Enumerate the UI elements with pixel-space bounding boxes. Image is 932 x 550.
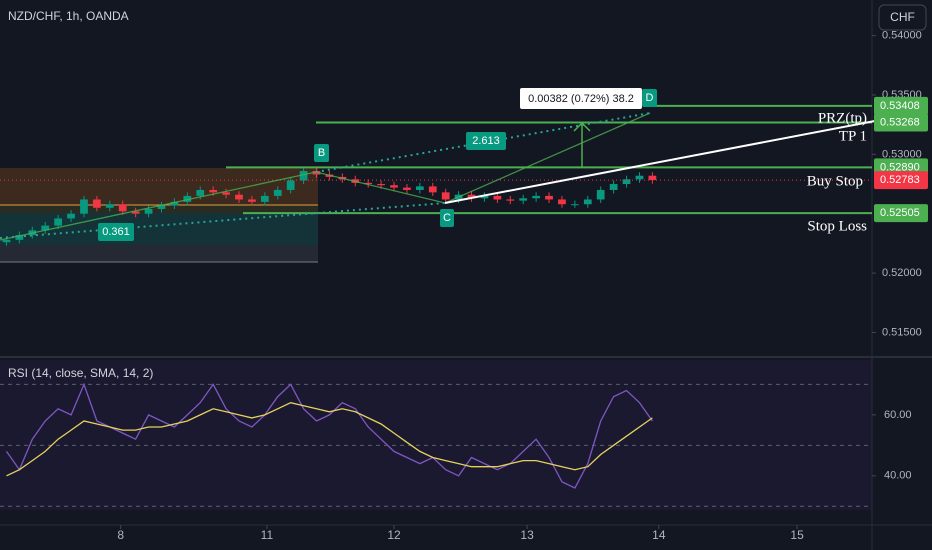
ratio-line [0, 202, 446, 239]
candle-body [299, 170, 308, 181]
candle-body [480, 195, 489, 199]
candle-body [2, 239, 11, 243]
candle-body [519, 198, 528, 201]
candle-body [170, 201, 179, 206]
point-badge [440, 209, 454, 227]
candle-body [54, 218, 63, 226]
candle-body [596, 189, 605, 200]
candle-body [157, 205, 166, 209]
currency-button[interactable] [878, 4, 927, 31]
candle-body [118, 204, 127, 212]
x-tick-label: 12 [387, 528, 401, 542]
candle-body [403, 187, 411, 190]
ratio-label: 0.361 [102, 226, 130, 238]
candle-body [635, 175, 644, 180]
x-tick-label: 14 [652, 528, 666, 542]
level-label: Buy Stop [807, 173, 863, 189]
candle-body [131, 211, 140, 214]
measure-arrow-head [573, 121, 591, 132]
candle-body [93, 199, 101, 208]
y-tick-label: 40.00 [884, 470, 912, 482]
point-label: B [318, 147, 325, 159]
candle-body [144, 208, 153, 214]
candle-body [235, 194, 243, 200]
candle-body [648, 175, 657, 181]
candle-body [493, 195, 502, 200]
ratio-label: 2.613 [472, 135, 500, 147]
candle-body [570, 204, 579, 206]
candle-body [80, 199, 88, 214]
candle-body [377, 184, 385, 186]
level-label: PRZ(tp) [818, 110, 867, 126]
price-tag [874, 113, 928, 132]
candle-body [196, 189, 205, 196]
candle-body [390, 185, 398, 188]
ratio-badge [466, 132, 506, 150]
candle-body [364, 182, 373, 185]
candle-body [273, 189, 282, 196]
level-label: Stop Loss [807, 218, 867, 234]
rsi-title: RSI (14, close, SMA, 14, 2) [8, 366, 153, 380]
zone-mid [0, 205, 318, 213]
price-tag-label: 0.53268 [880, 116, 920, 128]
candle-body [415, 186, 424, 190]
candle-body [545, 195, 553, 200]
candle-body [248, 199, 256, 202]
ratio-badge [98, 223, 134, 241]
level-label: TP 1 [839, 128, 867, 144]
point-label: C [443, 212, 451, 224]
price-tag-label: 0.52505 [880, 207, 920, 219]
measure-label: 0.00382 (0.72%) 38.2 [528, 93, 634, 105]
candle-body [506, 199, 515, 201]
candle-body [558, 199, 566, 205]
trend-line [444, 119, 881, 204]
candle-body [209, 189, 218, 193]
price-tag [874, 204, 928, 223]
x-tick-label: 15 [790, 528, 804, 542]
candle-body [428, 186, 437, 193]
price-tag-label: 0.53408 [880, 100, 920, 112]
candle-body [67, 213, 75, 219]
x-tick-label: 13 [520, 528, 534, 542]
symbol-title: NZD/CHF, 1h, OANDA [8, 9, 129, 23]
price-tag-label: 0.52890 [880, 161, 920, 173]
price-tag-label: 0.52783 [880, 174, 920, 186]
zone-upper [0, 168, 318, 205]
candle-body [467, 194, 476, 199]
candle-body [41, 225, 50, 231]
candle-body [260, 195, 269, 202]
pattern-legs [0, 112, 651, 241]
point-badge [314, 144, 329, 162]
candle-body [183, 195, 192, 202]
rsi-line [5, 382, 653, 489]
candle-body [622, 179, 631, 185]
y-tick-label: 0.53000 [882, 148, 922, 160]
candle-body [609, 184, 618, 190]
candle-body [532, 195, 540, 199]
candle-body [105, 204, 114, 208]
y-tick-label: 60.00 [884, 409, 912, 421]
price-tag [874, 171, 928, 190]
point-badge [642, 89, 657, 107]
marks: 0.540000.535000.530000.520000.5150060.00… [0, 30, 922, 542]
candle-body [286, 180, 295, 190]
candle-body [441, 192, 450, 200]
rsi-band [0, 360, 872, 510]
point-label: D [646, 92, 654, 104]
currency-label[interactable]: CHF [890, 10, 915, 24]
price-tag [874, 96, 928, 115]
measure-box [520, 88, 642, 109]
x-tick-label: 8 [117, 528, 124, 542]
rsi-line [6, 402, 653, 477]
candle-body [222, 192, 230, 195]
y-tick-label: 0.51500 [882, 326, 922, 338]
zone-grey [0, 245, 318, 262]
candle-body [583, 199, 592, 205]
y-tick-label: 0.54000 [882, 30, 922, 42]
x-tick-label: 11 [261, 528, 274, 542]
y-tick-label: 0.52000 [882, 267, 922, 279]
